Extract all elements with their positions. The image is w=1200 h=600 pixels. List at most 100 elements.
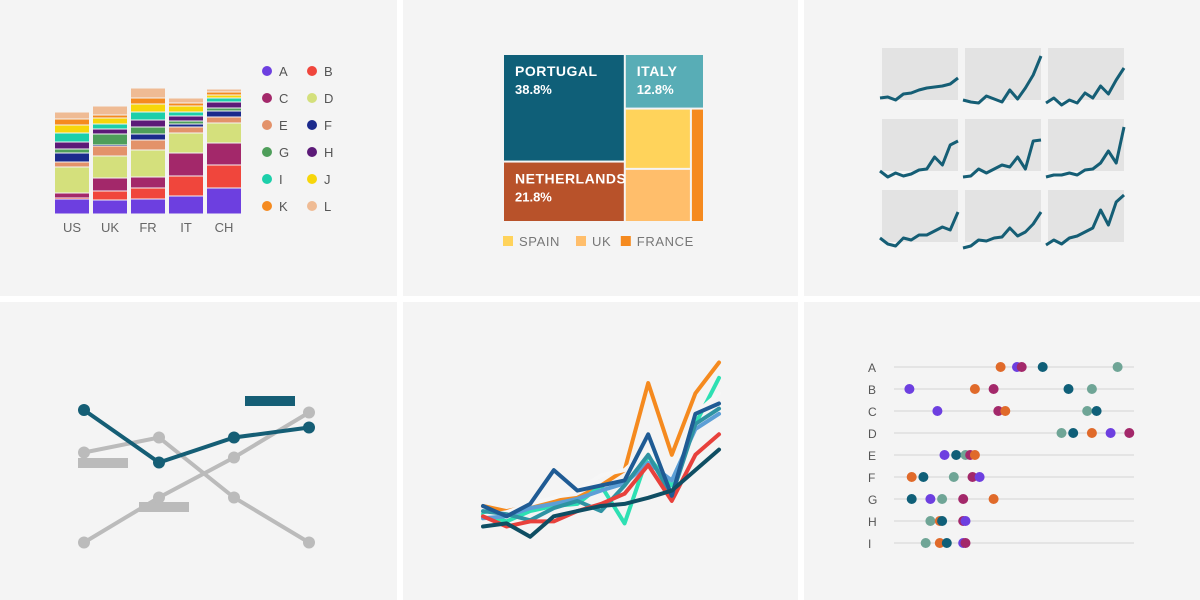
legend-swatch-K [262,201,272,211]
bar-segment-US-A [55,199,89,214]
bar-segment-US-F [55,153,89,162]
legend-label-D: D [324,91,333,106]
dot-C-teal [1091,406,1102,416]
small-multiple-bg [882,119,958,171]
dot-H-A [960,516,971,526]
bar-segment-FR-A [131,199,165,214]
panel-stacked-bar: US UK FR IT CH A B C D E F G H I J K L [0,0,397,296]
annotation-bar-gray [78,458,128,468]
small-multiple-line [879,76,959,102]
dot-B-A [904,384,915,394]
bar-segment-CH-B [207,165,241,188]
bar-segment-CH-J [207,95,241,98]
panel-multi-line [403,302,798,600]
treemap-value-portugal: 38.8% [515,82,552,97]
bar-segment-IT-F [169,124,203,127]
bar-segment-CH-L [207,89,241,92]
bar-segment-FR-I [131,112,165,120]
bar-segment-FR-K [131,98,165,104]
legend-swatch-D [307,93,317,103]
bar-segment-UK-J [93,118,127,124]
small-multiple-line [1045,67,1126,107]
series-line-darkblue [481,401,721,519]
bar-segment-FR-J [131,104,165,112]
small-multiple-bg [882,190,958,242]
dot-B-E [969,384,980,394]
bar-segment-UK-D [93,156,127,178]
slope-chart [78,396,315,549]
slope-line-gray-2 [82,410,311,545]
bar-segment-US-L [55,112,89,119]
small-multiple-line [1045,193,1126,247]
treemap-cell-france [691,109,703,221]
legend-label-E: E [279,118,288,133]
slope-point-gray-1 [78,446,90,459]
bar-segment-CH-C [207,143,241,165]
dot-E-E [969,450,980,460]
slope-point-gray-2 [153,491,165,504]
row-label-A: A [868,361,876,375]
legend-swatch-J [307,174,317,184]
small-multiple-bg [1048,119,1124,171]
panel-small-multiples [804,0,1200,296]
dot-A-E [995,362,1006,372]
dot-F-teal [918,472,929,482]
slope-point-highlight [153,456,165,469]
dot-C-C [993,406,1004,416]
legend-swatch-G [262,147,272,157]
bar-segment-CH-A [207,188,241,214]
treemap-value-netherlands: 21.8% [515,190,552,205]
bar-segment-US-C [55,193,89,198]
bar-segment-CH-D [207,123,241,143]
legend-label-france: FRANCE [637,234,694,249]
bar-segment-CH-E [207,117,241,123]
row-label-B: B [868,383,876,397]
small-multiple-line [962,211,1043,250]
legend-label-A: A [279,64,288,79]
treemap-cell-spain [625,109,690,168]
x-tick-label: UK [101,220,119,235]
legend-label-spain: SPAIN [519,234,560,249]
legend-label-H: H [324,145,333,160]
legend-swatch-L [307,201,317,211]
dot-D-teal [1068,428,1079,438]
small-multiple-line [879,211,960,248]
bar-segment-CH-I [207,98,241,102]
bar-segment-UK-K [93,115,127,118]
bar-segment-CH-G [207,108,241,111]
bar-segment-UK-G [93,134,127,145]
bar-segment-IT-K [169,103,203,106]
x-tick-label: US [63,220,81,235]
row-label-C: C [868,405,877,419]
slope-point-highlight [303,421,315,434]
treemap-name-italy: ITALY [637,63,678,79]
bar-segment-US-K [55,119,89,125]
row-label-G: G [868,493,877,507]
treemap-cell-uk [625,169,690,221]
stacked-bar-chart: US UK FR IT CH A B C D E F G H I J K L [55,64,333,235]
bar-segment-UK-A [93,200,127,214]
dot-B-teal [1063,384,1074,394]
legend-label-B: B [324,64,333,79]
bar-segment-FR-L [131,88,165,98]
bar-segment-US-G [55,149,89,153]
legend-label-I: I [279,172,283,187]
legend-label-G: G [279,145,289,160]
small-multiple-bg [965,48,1041,100]
legend-label-L: L [324,199,331,214]
bar-segment-US-H [55,142,89,149]
slope-point-gray-2 [78,536,90,549]
small-multiples-chart [879,48,1126,250]
legend-swatch-A [262,66,272,76]
bar-segment-US-D [55,167,89,193]
slope-point-gray-2 [303,406,315,419]
dot-B-C [988,384,999,394]
bar-segment-US-J [55,125,89,133]
slope-point-gray-1 [153,431,165,444]
dot-I-teal [941,538,952,548]
dot-C-A [932,406,943,416]
bar-segment-CH-K [207,92,241,95]
bar-segment-US-B [55,198,89,199]
legend-label-uk: UK [592,234,611,249]
bar-segment-IT-L [169,98,203,103]
